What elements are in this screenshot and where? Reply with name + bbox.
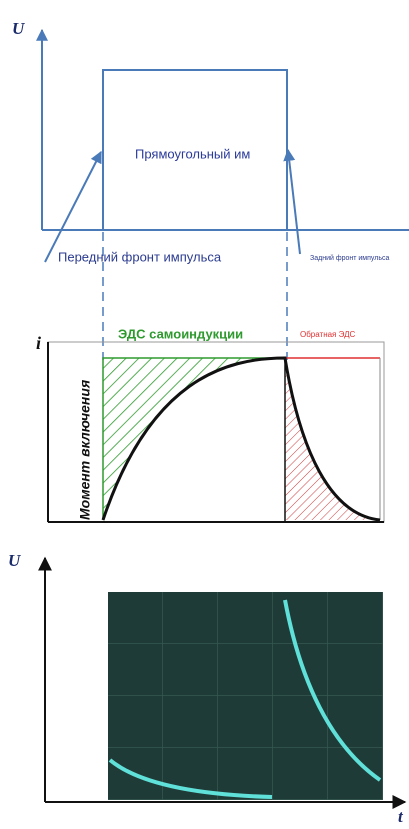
- back-arrow: [288, 150, 300, 254]
- pulse-label: Прямоугольный им: [135, 146, 250, 161]
- front-label: Передний фронт импульса: [58, 249, 222, 264]
- diagram: U Прямоугольный им Передний фронт импуль…: [0, 0, 409, 829]
- pulse-panel: [42, 30, 409, 360]
- reverse-label: Обратная ЭДС: [300, 330, 356, 339]
- back-label: Задний фронт импульса: [310, 254, 389, 262]
- emf-label: ЭДС самоиндукции: [118, 326, 243, 341]
- current-panel: [48, 342, 384, 522]
- axis-label: U: [12, 19, 25, 38]
- y-label: U: [8, 551, 21, 570]
- screen-grid: [108, 592, 383, 800]
- axis-label: i: [36, 333, 41, 353]
- red-area: [285, 358, 380, 520]
- scope-panel: [45, 558, 405, 802]
- front-arrow: [45, 152, 101, 262]
- x-label: t: [398, 807, 404, 826]
- switch-label: Момент включения: [77, 380, 93, 520]
